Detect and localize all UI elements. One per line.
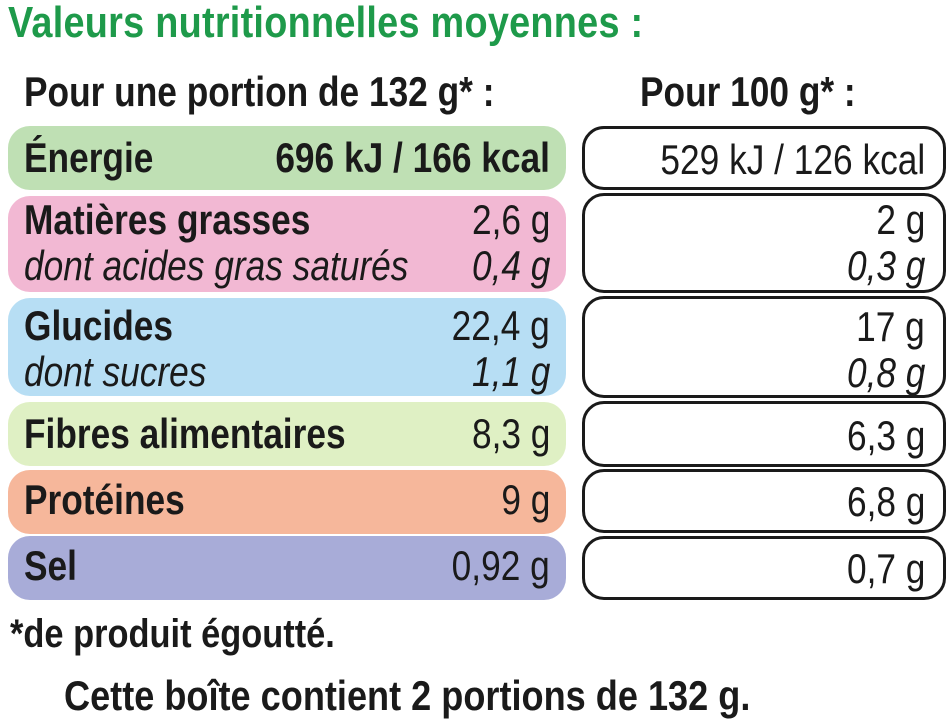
value-glucides-100g: 17 g — [856, 303, 925, 350]
box-glucides-100g: 17 g 0,8 g — [582, 296, 946, 398]
value-energie-100g: 529 kJ / 126 kcal — [660, 136, 925, 183]
value-sucres-100g: 0,8 g — [846, 349, 925, 396]
row-proteines: Protéines 9 g — [8, 470, 566, 534]
table-title: Valeurs nutritionnelles moyennes : — [8, 0, 644, 47]
value-sel-100g: 0,7 g — [846, 545, 925, 592]
value-energie-portion: 696 kJ / 166 kcal — [275, 134, 550, 181]
label-sel: Sel — [24, 542, 77, 589]
box-fibres-100g: 6,3 g — [582, 401, 946, 467]
label-glucides: Glucides — [24, 302, 174, 349]
value-satures-100g: 0,3 g — [846, 242, 925, 289]
label-graisses: Matières grasses — [24, 196, 311, 243]
value-fibres-100g: 6,3 g — [846, 412, 925, 459]
value-sel-portion: 0,92 g — [451, 542, 550, 589]
box-proteines-100g: 6,8 g — [582, 469, 946, 533]
label-energie: Énergie — [24, 134, 154, 181]
label-proteines: Protéines — [24, 476, 185, 523]
row-graisses: Matières grasses 2,6 g dont acides gras … — [8, 196, 566, 292]
label-sucres: dont sucres — [24, 348, 207, 395]
value-glucides-portion: 22,4 g — [451, 302, 550, 349]
footnote: *de produit égoutté. — [10, 612, 335, 656]
header-per-100g: Pour 100 g* : — [640, 68, 856, 115]
value-fibres-portion: 8,3 g — [471, 410, 550, 457]
row-fibres: Fibres alimentaires 8,3 g — [8, 402, 566, 466]
header-per-portion: Pour une portion de 132 g* : — [24, 68, 495, 115]
value-proteines-portion: 9 g — [500, 476, 550, 523]
box-graisses-100g: 2 g 0,3 g — [582, 193, 946, 293]
row-glucides: Glucides 22,4 g dont sucres 1,1 g — [8, 298, 566, 396]
value-graisses-portion: 2,6 g — [471, 196, 550, 243]
row-energie: Énergie 696 kJ / 166 kcal — [8, 126, 566, 190]
row-sel: Sel 0,92 g — [8, 536, 566, 600]
portions-note: Cette boîte contient 2 portions de 132 g… — [64, 672, 751, 719]
label-acides-gras-satures: dont acides gras saturés — [24, 242, 409, 289]
value-satures-portion: 0,4 g — [471, 242, 550, 289]
box-sel-100g: 0,7 g — [582, 536, 946, 600]
box-energie-100g: 529 kJ / 126 kcal — [582, 126, 946, 190]
value-graisses-100g: 2 g — [875, 196, 925, 243]
value-proteines-100g: 6,8 g — [846, 478, 925, 525]
value-sucres-portion: 1,1 g — [471, 348, 550, 395]
label-fibres: Fibres alimentaires — [24, 410, 346, 457]
